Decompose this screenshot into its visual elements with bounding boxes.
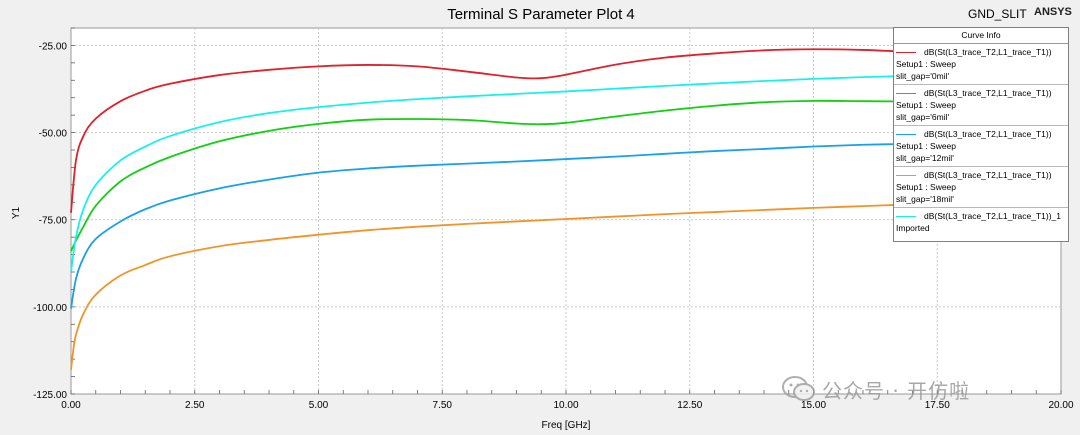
chart-title: Terminal S Parameter Plot 4 [447,6,635,23]
x-tick-label: 7.50 [433,400,453,411]
x-tick-label: 2.50 [185,400,205,411]
legend-entry-header: dB(St(L3_trace_T2,L1_trace_T1)) [896,87,1066,99]
curve-info-legend[interactable]: Curve Info dB(St(L3_trace_T2,L1_trace_T1… [893,27,1069,242]
legend-entry-header: dB(St(L3_trace_T2,L1_trace_T1)) [896,46,1066,58]
x-tick-labels: 0.00 2.50 5.00 7.50 10.00 12.50 15.00 17.50 20.0… [61,400,1074,411]
legend-entry-header: dB(St(L3_trace_T2,L1_trace_T1)) [896,169,1066,181]
x-tick-label: 15.00 [801,400,826,411]
legend-series-detail: slit_gap='0mil' [896,71,950,81]
legend-series-detail: Setup1 : Sweep [896,141,957,151]
wechat-icon [782,376,815,401]
legend-series-detail: slit_gap='12mil' [896,153,954,163]
y-axis-label: Y1 [11,206,22,219]
y-tick-labels: -25.00 -50.00 -75.00 -100.00 -125.00 [33,41,67,401]
legend-entry[interactable]: dB(St(L3_trace_T2,L1_trace_T1)) Setup1 : … [894,44,1068,85]
x-tick-label: 0.00 [61,400,81,411]
y-tick-label: -25.00 [39,41,68,52]
y-tick-label: -100.00 [33,303,67,314]
legend-series-detail: Setup1 : Sweep [896,100,957,110]
legend-entry[interactable]: dB(St(L3_trace_T2,L1_trace_T1))_1 Importe… [894,208,1068,236]
series-0mil[interactable] [70,48,963,213]
legend-body: dB(St(L3_trace_T2,L1_trace_T1)) Setup1 : … [894,44,1068,236]
legend-swatch [896,51,916,53]
legend-swatch [896,133,916,135]
legend-series-name: dB(St(L3_trace_T2,L1_trace_T1))_1 [924,211,1062,221]
series-18mil[interactable] [70,202,963,370]
legend-series-detail: Imported [896,223,930,233]
x-tick-label: 20.00 [1048,400,1073,411]
ansys-logo: ANSYS [1034,6,1072,18]
legend-series-name: dB(St(L3_trace_T2,L1_trace_T1)) [924,129,1052,139]
minor-tick-layer [70,27,1062,395]
legend-entry[interactable]: dB(St(L3_trace_T2,L1_trace_T1)) Setup1 : … [894,167,1068,208]
x-tick-label: 10.00 [553,400,578,411]
series-12mil[interactable] [70,142,963,309]
legend-series-detail: Setup1 : Sweep [896,182,957,192]
legend-swatch [896,92,916,94]
x-tick-label: 12.50 [677,400,702,411]
legend-series-name: dB(St(L3_trace_T2,L1_trace_T1)) [924,170,1052,180]
legend-swatch [896,215,916,217]
legend-entry-header: dB(St(L3_trace_T2,L1_trace_T1)) [896,128,1066,140]
y-tick-label: -50.00 [39,129,68,140]
watermark-text: 公众号 · 开仿啦 [822,378,971,403]
legend-entry[interactable]: dB(St(L3_trace_T2,L1_trace_T1)) Setup1 : … [894,126,1068,167]
x-axis-label: Freq [GHz] [542,420,591,431]
legend-title: Curve Info [894,28,1068,44]
legend-series-name: dB(St(L3_trace_T2,L1_trace_T1)) [924,88,1052,98]
legend-series-detail: slit_gap='6mil' [896,112,950,122]
series-imported[interactable] [70,73,963,273]
legend-entry[interactable]: dB(St(L3_trace_T2,L1_trace_T1)) Setup1 : … [894,85,1068,126]
legend-swatch [896,174,916,176]
x-tick-label: 5.00 [309,400,329,411]
series-layer[interactable] [70,48,963,370]
legend-entry-header: dB(St(L3_trace_T2,L1_trace_T1))_1 [896,210,1066,222]
legend-series-detail: slit_gap='18mil' [896,194,954,204]
series-6mil[interactable] [70,99,963,252]
design-label: GND_SLIT [968,7,1027,21]
y-tick-label: -125.00 [33,390,67,401]
x-tick-label: 17.50 [925,400,950,411]
legend-series-name: dB(St(L3_trace_T2,L1_trace_T1)) [924,47,1052,57]
y-tick-label: -75.00 [39,216,68,227]
watermark: 公众号 · 开仿啦 [782,374,970,404]
legend-series-detail: Setup1 : Sweep [896,59,957,69]
